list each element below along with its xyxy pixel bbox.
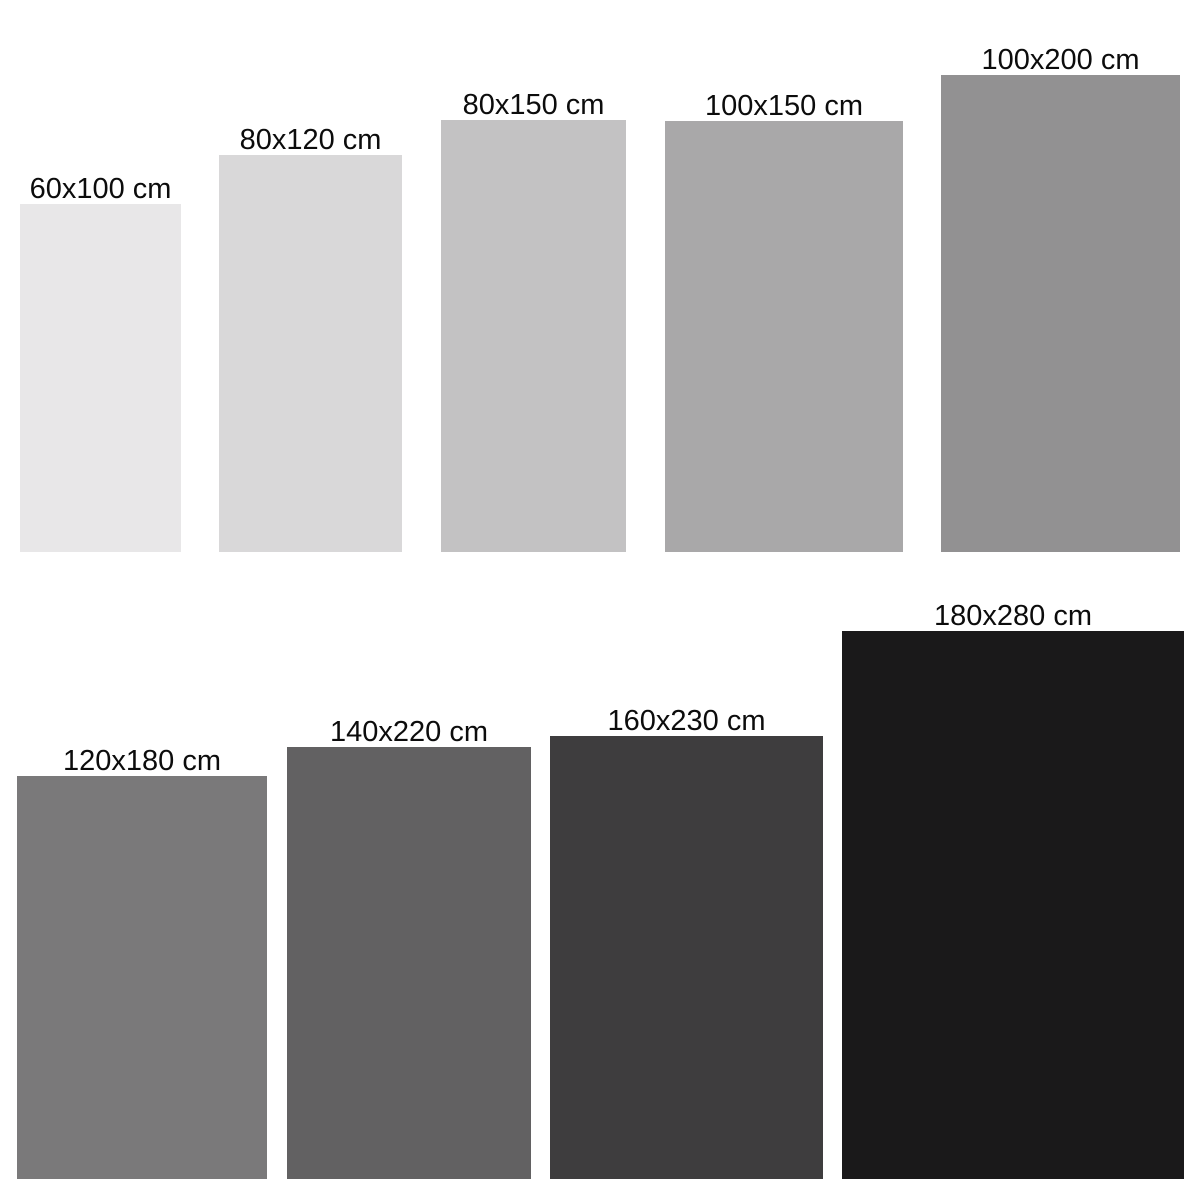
size-swatch — [441, 120, 626, 552]
size-swatch — [219, 155, 402, 552]
size-label: 120x180 cm — [63, 745, 221, 777]
size-swatch — [17, 776, 267, 1179]
size-label: 180x280 cm — [934, 600, 1092, 632]
size-swatch — [20, 204, 181, 552]
size-swatch — [842, 631, 1184, 1179]
size-label: 160x230 cm — [607, 705, 766, 737]
size-label: 100x150 cm — [705, 90, 863, 122]
size-swatch — [665, 121, 903, 552]
size-label: 80x150 cm — [462, 89, 605, 121]
size-label: 140x220 cm — [330, 716, 488, 748]
size-label: 60x100 cm — [29, 173, 172, 205]
size-swatch — [941, 75, 1180, 552]
size-swatch — [287, 747, 531, 1179]
size-label: 80x120 cm — [239, 124, 382, 156]
size-swatch — [550, 736, 823, 1179]
size-label: 100x200 cm — [981, 44, 1140, 76]
